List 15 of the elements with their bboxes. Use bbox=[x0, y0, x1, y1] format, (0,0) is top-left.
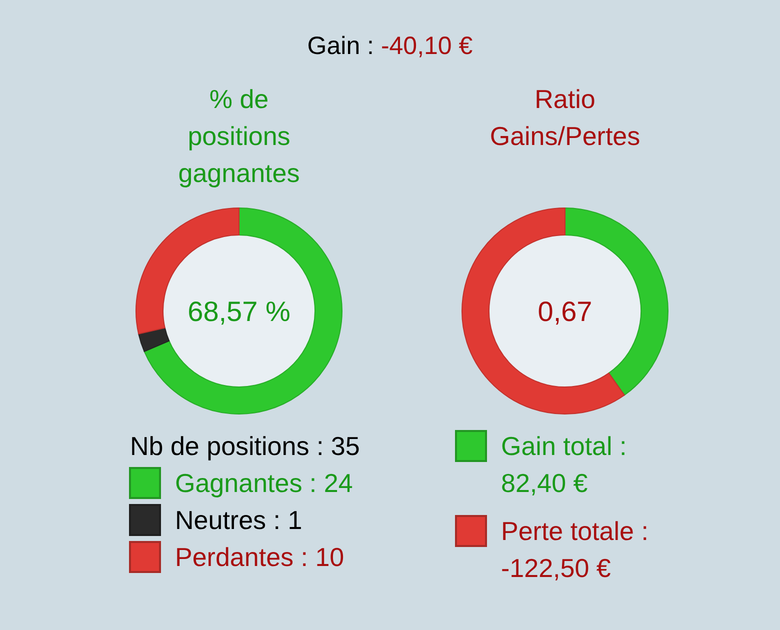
legend-label: Perdantes : 10 bbox=[175, 542, 344, 572]
legend-label: Gagnantes : 24 bbox=[175, 468, 353, 498]
donut-slice bbox=[462, 208, 625, 414]
legend-label: Neutres : 1 bbox=[175, 505, 302, 535]
legend-label: Gain total : 82,40 € bbox=[501, 431, 627, 498]
donut-slice bbox=[144, 208, 342, 414]
text: 0,67 bbox=[538, 296, 592, 327]
legend-title: Nb de positions : 35 bbox=[130, 431, 360, 461]
text: Gain : bbox=[307, 32, 374, 60]
donut-slice bbox=[138, 327, 170, 352]
legend-label: Perte totale : -122,50 € bbox=[501, 516, 648, 583]
chart-title: % de positions gagnantes bbox=[178, 84, 300, 188]
chart-title: Ratio Gains/Pertes bbox=[490, 84, 640, 151]
text: -40,10 € bbox=[374, 32, 473, 60]
text: 68,57 % bbox=[188, 296, 290, 327]
